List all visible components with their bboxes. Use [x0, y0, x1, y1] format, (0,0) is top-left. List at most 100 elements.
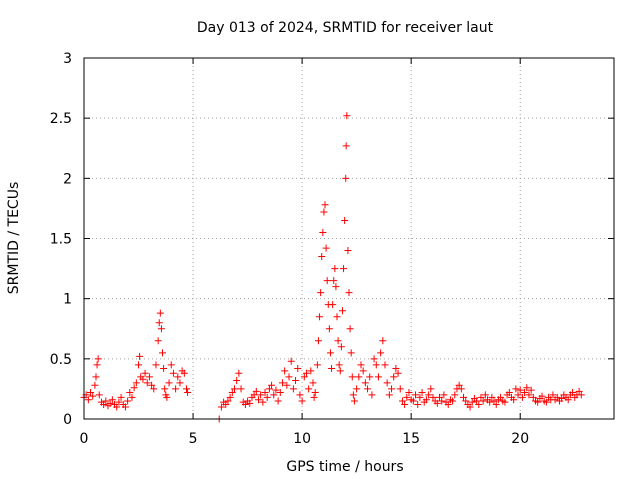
data-point — [89, 392, 97, 400]
data-point — [298, 397, 306, 405]
data-point — [347, 349, 355, 357]
data-point — [364, 385, 372, 393]
data-point — [95, 391, 103, 399]
data-point — [224, 397, 232, 405]
data-point — [348, 373, 356, 381]
data-point — [106, 399, 114, 407]
data-point — [91, 381, 99, 389]
data-point — [355, 373, 363, 381]
data-point — [169, 369, 177, 377]
data-point — [475, 401, 483, 409]
data-point — [108, 396, 116, 404]
data-point — [241, 401, 249, 409]
data-point — [233, 376, 241, 384]
data-point — [405, 389, 413, 397]
data-point — [163, 393, 171, 401]
data-point — [317, 289, 325, 297]
data-point — [398, 397, 406, 405]
data-point — [343, 112, 351, 120]
data-point — [333, 313, 341, 321]
data-point — [132, 379, 140, 387]
data-point — [126, 389, 134, 397]
data-point — [117, 393, 125, 401]
data-point — [425, 391, 433, 399]
x-tick-label: 10 — [293, 431, 311, 447]
data-point — [113, 403, 121, 411]
data-point — [353, 385, 361, 393]
data-point — [157, 325, 165, 333]
data-point — [252, 387, 260, 395]
data-point — [302, 369, 310, 377]
data-point — [344, 247, 352, 255]
data-point — [336, 367, 344, 375]
data-point — [381, 361, 389, 369]
data-point — [512, 385, 520, 393]
data-point — [436, 393, 444, 401]
data-point — [492, 401, 500, 409]
data-point — [366, 373, 374, 381]
data-point — [558, 395, 566, 403]
data-point — [334, 337, 342, 345]
data-point — [521, 389, 529, 397]
data-point — [455, 381, 463, 389]
data-point — [87, 389, 95, 397]
data-point — [321, 201, 329, 209]
y-tick-label: 1.5 — [50, 232, 72, 248]
data-point — [115, 398, 123, 406]
data-point — [148, 381, 156, 389]
data-point — [383, 379, 391, 387]
data-point — [377, 349, 385, 357]
data-point — [294, 364, 302, 372]
grid-lines — [84, 58, 614, 419]
data-point — [538, 392, 546, 400]
data-point — [341, 216, 349, 224]
data-point — [349, 391, 357, 399]
data-point — [549, 391, 557, 399]
data-point — [276, 389, 284, 397]
data-point — [466, 403, 474, 411]
data-point — [433, 399, 441, 407]
data-point — [401, 401, 409, 409]
data-point — [342, 142, 350, 150]
data-point — [357, 361, 365, 369]
data-point — [285, 373, 293, 381]
data-point — [322, 244, 330, 252]
data-point — [320, 208, 328, 216]
data-point — [141, 369, 149, 377]
data-point — [337, 343, 345, 351]
data-point — [145, 373, 153, 381]
tick-labels: 0 5 10 15 20 0 0.5 1 1.5 2 2.5 3 — [50, 51, 529, 447]
data-point — [477, 393, 485, 401]
data-point — [569, 389, 577, 397]
data-point — [457, 385, 465, 393]
data-point — [268, 381, 276, 389]
data-point — [490, 397, 498, 405]
data-point — [176, 379, 184, 387]
data-point — [392, 364, 400, 372]
data-point — [338, 307, 346, 315]
data-point — [328, 364, 336, 372]
data-point — [319, 228, 327, 236]
data-point — [184, 389, 192, 397]
data-point — [409, 397, 417, 405]
data-point — [237, 385, 245, 393]
data-point — [394, 369, 402, 377]
data-point — [388, 385, 396, 393]
data-point — [516, 386, 524, 394]
data-point — [525, 391, 533, 399]
data-point — [488, 393, 496, 401]
data-point — [278, 379, 286, 387]
data-point — [124, 397, 132, 405]
data-point — [250, 391, 258, 399]
data-point — [318, 253, 326, 261]
data-point — [514, 391, 522, 399]
data-point — [518, 393, 526, 401]
data-point — [523, 384, 531, 392]
data-point — [449, 397, 457, 405]
data-point — [501, 398, 509, 406]
data-point — [534, 398, 542, 406]
data-point — [332, 283, 340, 291]
data-point — [479, 397, 487, 405]
data-point — [311, 389, 319, 397]
